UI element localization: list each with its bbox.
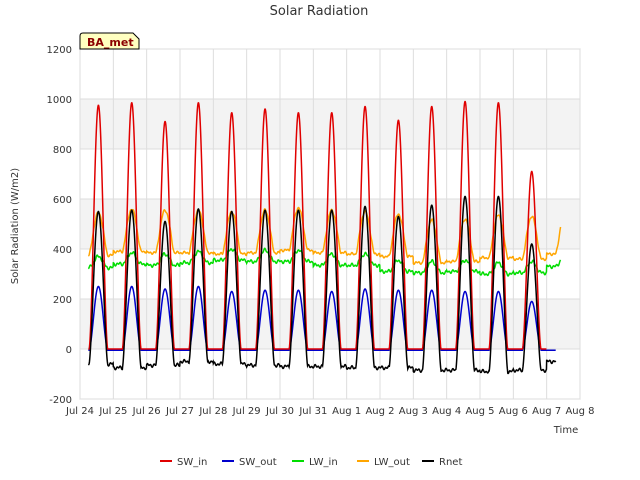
y-axis-label: Solar Radiation (W/m2) [10,168,21,284]
x-tick-label: Aug 3 [399,406,428,417]
grid-band [80,299,580,349]
x-tick-label: Jul 25 [98,406,127,417]
x-tick-label: Jul 27 [165,406,194,417]
y-tick-label: 600 [53,195,72,206]
x-tick-label: Aug 2 [365,406,394,417]
x-tick-label: Aug 6 [499,406,528,417]
x-tick-label: Jul 31 [298,406,327,417]
legend-label-rnet: Rnet [439,457,462,468]
station-badge-label: BA_met [87,36,134,49]
x-tick-label: Jul 30 [265,406,294,417]
y-tick-label: 200 [53,295,72,306]
x-tick-label: Aug 5 [465,406,494,417]
legend-label-lw-in: LW_in [309,457,338,468]
chart-title: Solar Radiation [270,4,369,19]
y-tick-label: 800 [53,145,72,156]
legend-label-sw-in: SW_in [177,457,207,468]
x-tick-label: Jul 26 [132,406,161,417]
y-tick-label: 1200 [47,45,72,56]
legend-label-lw-out: LW_out [374,457,410,468]
y-tick-label: 400 [53,245,72,256]
series-line-sw-in [88,100,547,350]
x-tick-label: Jul 28 [198,406,227,417]
gridlines [79,48,581,400]
station-badge-box [79,32,140,50]
x-tick-label: Jul 29 [232,406,261,417]
series-line-sw-out [88,285,556,351]
series-line-lw-in [87,247,562,277]
legend: SW_in SW_out LW_in LW_out Rnet [160,457,462,468]
x-tick-label: Aug 1 [332,406,361,417]
station-badge: BA_met [79,32,140,50]
x-tick-label: Aug 7 [532,406,561,417]
y-tick-label: 1000 [47,95,72,106]
x-axis-label: Time [553,425,578,436]
x-tick-label: Jul 24 [65,406,94,417]
legend-label-sw-out: SW_out [239,457,277,468]
x-tick-label: Aug 8 [565,406,594,417]
y-axis-ticks: -200 0 200 400 600 800 1000 1200 [47,45,72,406]
series-line-lw-out [87,206,562,266]
series-line-rnet [87,195,557,375]
y-tick-label: -200 [49,395,72,406]
y-tick-label: 0 [66,345,72,356]
x-axis-ticks: Jul 24 Jul 25 Jul 26 Jul 27 Jul 28 Jul 29 Jul … [65,406,595,417]
series-lines [87,100,562,375]
x-tick-label: Aug 4 [432,406,461,417]
